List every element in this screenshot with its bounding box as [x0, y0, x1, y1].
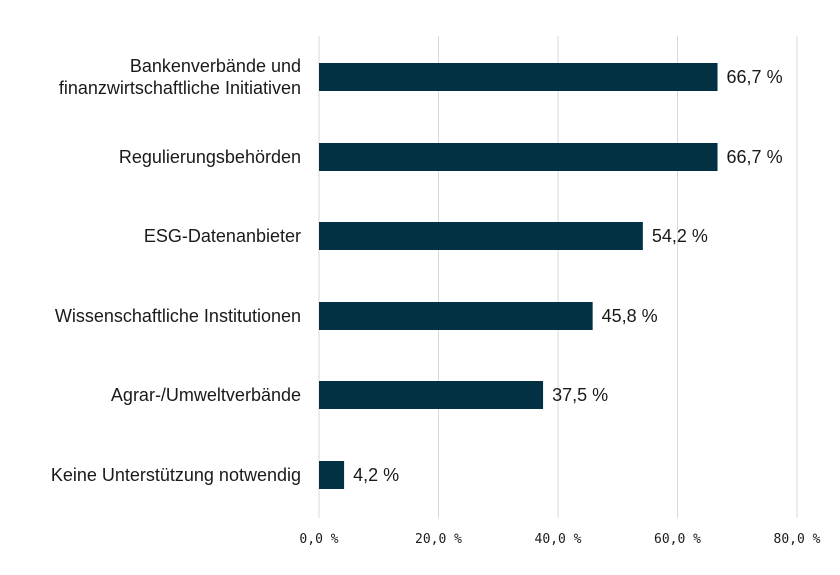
category-label: Keine Unterstützung notwendig — [51, 465, 301, 485]
category-labels: Bankenverbände undfinanzwirtschaftliche … — [51, 56, 301, 485]
category-label: Bankenverbände und — [130, 56, 301, 76]
category-label: Wissenschaftliche Institutionen — [55, 306, 301, 326]
category-label: finanzwirtschaftliche Initiativen — [59, 78, 301, 98]
x-tick-label: 60,0 % — [654, 532, 701, 547]
value-label: 66,7 % — [727, 147, 783, 167]
category-label: ESG-Datenanbieter — [144, 226, 301, 246]
bars — [319, 63, 718, 489]
category-label: Regulierungsbehörden — [119, 147, 301, 167]
value-label: 66,7 % — [727, 67, 783, 87]
x-tick-label: 40,0 % — [535, 532, 582, 547]
bar — [319, 63, 718, 91]
bar — [319, 302, 593, 330]
x-axis-tick-labels: 0,0 % 20,0 % 40,0 % 60,0 % 80,0 % — [299, 532, 820, 547]
x-tick-label: 0,0 % — [299, 532, 338, 547]
x-tick-label: 80,0 % — [774, 532, 821, 547]
category-label: Agrar-/Umweltverbände — [111, 385, 301, 405]
value-label: 45,8 % — [602, 306, 658, 326]
bar — [319, 143, 718, 171]
value-label: 54,2 % — [652, 226, 708, 246]
x-tick-label: 20,0 % — [415, 532, 462, 547]
bar — [319, 381, 544, 409]
value-label: 4,2 % — [353, 465, 399, 485]
bar — [319, 461, 345, 489]
gridlines — [318, 36, 798, 518]
bar — [319, 222, 643, 250]
value-label: 37,5 % — [552, 385, 608, 405]
value-labels: 66,7 % 66,7 % 54,2 % 45,8 % 37,5 % 4,2 % — [353, 67, 782, 485]
